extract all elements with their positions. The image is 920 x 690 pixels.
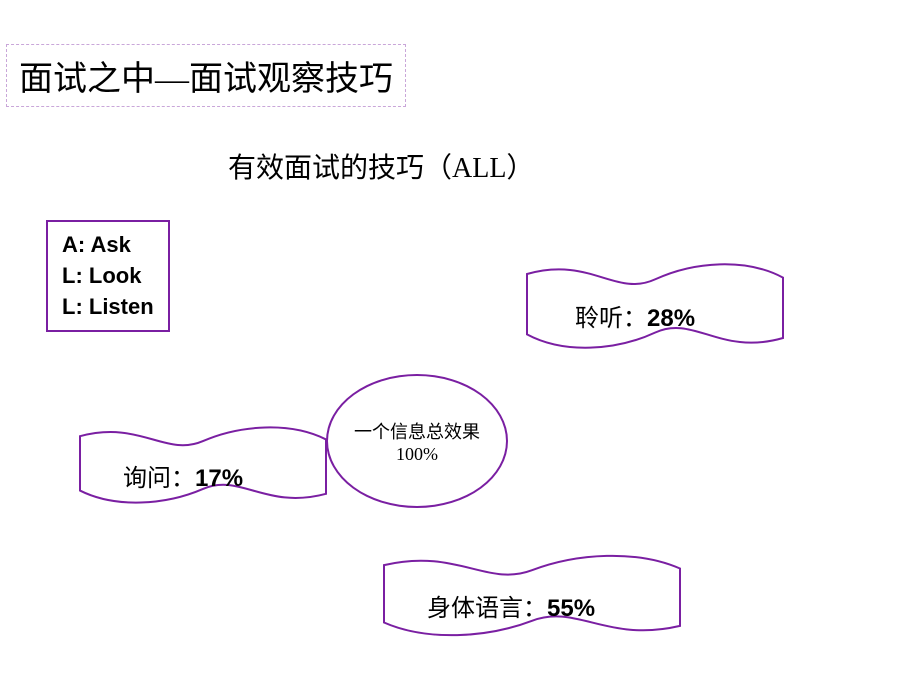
slide-title-box: 面试之中—面试观察技巧 xyxy=(6,44,406,107)
legend-box: A: Ask L: Look L: Listen xyxy=(46,220,170,332)
flag-listen-text: 聆听： xyxy=(575,306,647,332)
flag-ask-pct: 17% xyxy=(195,465,243,492)
flag-body: 身体语言：55% xyxy=(382,548,682,643)
flag-ask-label: 询问：17% xyxy=(123,458,243,493)
flag-body-text: 身体语言： xyxy=(427,596,547,622)
flag-listen-label: 聆听：28% xyxy=(575,298,695,333)
legend-line-3: L: Listen xyxy=(62,292,154,323)
slide-title-text: 面试之中—面试观察技巧 xyxy=(19,61,393,98)
legend-line-2: L: Look xyxy=(62,261,154,292)
subtitle-text: 有效面试的技巧（ALL） xyxy=(228,153,534,184)
center-line-1: 一个信息总效果 xyxy=(354,418,480,444)
legend-line-1: A: Ask xyxy=(62,230,154,261)
flag-body-pct: 55% xyxy=(547,595,595,622)
flag-body-label: 身体语言：55% xyxy=(427,588,595,623)
flag-listen-pct: 28% xyxy=(647,305,695,332)
slide-subtitle: 有效面试的技巧（ALL） xyxy=(228,146,534,186)
flag-ask: 询问：17% xyxy=(78,420,328,510)
center-ellipse: 一个信息总效果 100% xyxy=(326,374,508,508)
flag-listen: 聆听：28% xyxy=(525,256,785,356)
center-line-2: 100% xyxy=(396,444,438,465)
flag-ask-text: 询问： xyxy=(123,466,195,492)
